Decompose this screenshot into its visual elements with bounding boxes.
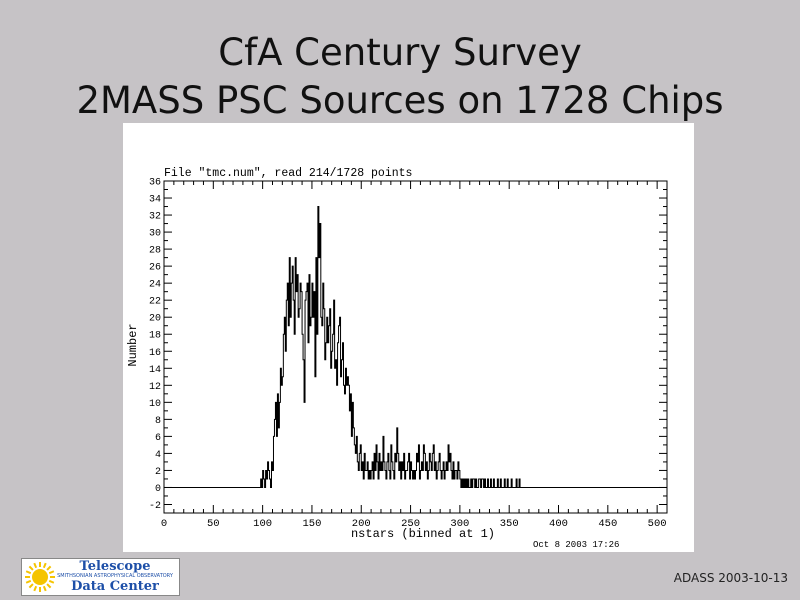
x-tick-label: 400 (549, 518, 568, 530)
y-tick-label: 0 (155, 484, 161, 495)
slide-title-line2: 2MASS PSC Sources on 1728 Chips (76, 79, 724, 122)
y-tick-label: -2 (149, 501, 161, 512)
sun-ray (42, 585, 47, 592)
x-tick-label: 500 (648, 518, 667, 530)
sun-ray (42, 562, 47, 569)
sun-ray (28, 583, 34, 589)
x-tick-label: 50 (207, 518, 220, 530)
sun-ray (25, 570, 32, 575)
x-tick-label: 300 (450, 518, 469, 530)
x-tick-label: 200 (352, 518, 371, 530)
sun-ray (46, 565, 52, 571)
y-tick-label: 6 (155, 433, 161, 444)
sun-icon (25, 562, 55, 592)
logo-text-data-center: Data Center (71, 579, 159, 594)
y-tick-label: 10 (149, 399, 161, 410)
y-tick-label: 22 (149, 297, 161, 308)
x-tick-label: 250 (401, 518, 420, 530)
x-axis-label: nstars (binned at 1) (351, 527, 495, 541)
chart-axes (163, 180, 668, 514)
sun-ray (48, 570, 55, 575)
logo-text-telescope: Telescope (79, 559, 151, 574)
plot-frame (163, 180, 668, 514)
y-tick-label: 12 (149, 382, 161, 393)
y-tick-label: 24 (149, 280, 161, 291)
logo-text-sao: SMITHSONIAN ASTROPHYSICAL OBSERVATORY (57, 573, 173, 579)
x-tick-label: 450 (598, 518, 617, 530)
y-tick-label: 26 (149, 263, 161, 274)
y-tick-label: 16 (149, 348, 161, 359)
y-axis-label: Number (126, 323, 140, 366)
histogram-chart: File "tmc.num", read 214/1728 points 0 50… (126, 167, 668, 550)
y-tick-label: 14 (149, 365, 161, 376)
y-tick-label: 28 (149, 246, 161, 257)
histogram-plot-panel: File "tmc.num", read 214/1728 points 0 50… (123, 123, 694, 552)
slide-title-line1: CfA Century Survey (218, 31, 582, 74)
x-tick-label: 100 (253, 518, 272, 530)
y-tick-label: 36 (149, 178, 161, 189)
sun-ray (28, 565, 34, 571)
plot-timestamp: Oct 8 2003 17:26 (533, 540, 619, 550)
histogram-series-line (164, 206, 667, 488)
y-tick-label: 2 (155, 467, 161, 478)
sun-ray (46, 583, 52, 589)
y-tick-label: 8 (155, 416, 161, 427)
y-tick-label: 32 (149, 212, 161, 223)
y-tick-label: 20 (149, 314, 161, 325)
y-tick-label: 30 (149, 229, 161, 240)
x-tick-label: 350 (500, 518, 519, 530)
y-tick-label: 18 (149, 331, 161, 342)
telescope-data-center-logo: Telescope SMITHSONIAN ASTROPHYSICAL OBSE… (21, 558, 180, 596)
footer-conference-date: ADASS 2003-10-13 (673, 571, 788, 585)
y-tick-label: 4 (155, 450, 161, 461)
x-tick-label: 150 (302, 518, 321, 530)
sun-ray (33, 585, 38, 592)
x-tick-label: 0 (161, 518, 167, 530)
sun-ray (25, 579, 32, 584)
y-tick-label: 34 (149, 195, 161, 206)
sun-ray (48, 579, 55, 584)
chart-header: File "tmc.num", read 214/1728 points (164, 167, 412, 180)
chart-ticks: 0 50 100 150 200 250 300 350 400 450 500-202468101… (149, 178, 668, 530)
sun-ray (33, 562, 38, 569)
